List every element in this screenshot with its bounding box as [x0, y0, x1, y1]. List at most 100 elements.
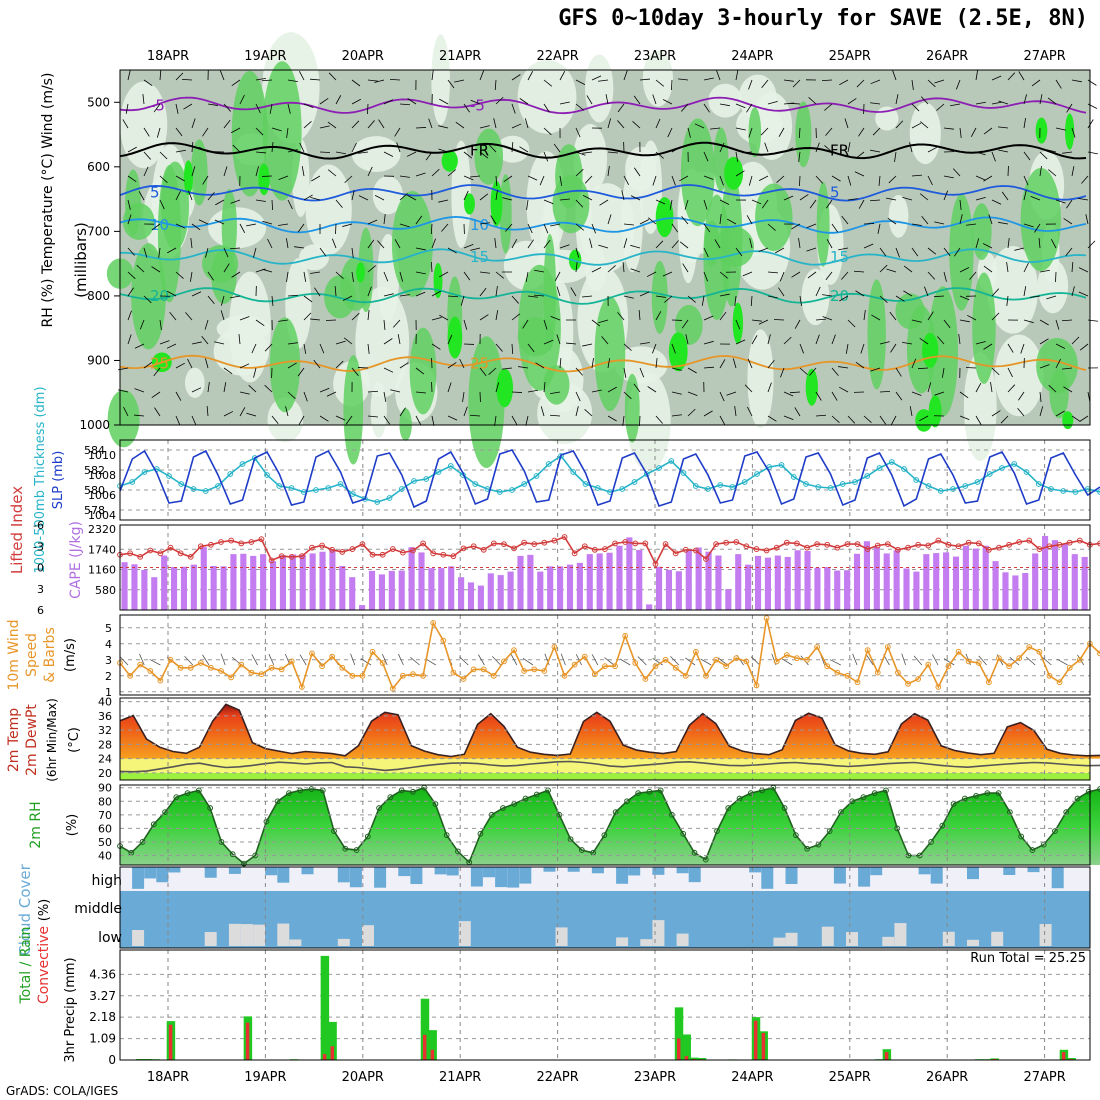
- wind-barb: [495, 310, 499, 321]
- rh-line-point: [1085, 788, 1092, 795]
- rh-line-point: [195, 787, 202, 794]
- wind-speed-line-point: [612, 663, 618, 670]
- wind-barb: [175, 175, 185, 182]
- wind-speed-line-point: [915, 676, 922, 682]
- wind-barb: [447, 362, 457, 369]
- wind-barb: [671, 175, 676, 186]
- wind-barb: [943, 190, 949, 201]
- thickness-line-point: [754, 471, 760, 477]
- lifted-index-line-point: [268, 557, 275, 564]
- thickness-line-point: [190, 486, 197, 492]
- wind-barb: [415, 215, 423, 225]
- wind-barb: [975, 341, 986, 345]
- cape-bar: [972, 548, 979, 610]
- wind-speed-line-point: [460, 676, 467, 682]
- rh-moist-patch: [409, 327, 437, 415]
- wind-barb: [1020, 343, 1025, 354]
- wind-barb: [998, 126, 1009, 129]
- wind-barb: [991, 367, 1000, 376]
- sfc-wind-barb: [781, 658, 793, 666]
- isotherm-label: 10: [470, 216, 489, 234]
- bottom-date-label: 27APR: [1023, 1070, 1065, 1085]
- cape-bar: [151, 577, 158, 610]
- wind-speed-line-point: [692, 648, 699, 655]
- wind-barb: [767, 223, 776, 231]
- top-date-label: 26APR: [926, 49, 968, 64]
- cloud-high-bar: [495, 867, 508, 888]
- cloud-level-label: middle: [74, 901, 122, 917]
- lifted-index-line-point: [1006, 541, 1012, 548]
- rh-dry-patch: [994, 334, 1044, 417]
- sfc-wind-barb: [575, 654, 582, 666]
- precip-tick-label: 2.18: [89, 1010, 116, 1024]
- cape-bar: [269, 561, 277, 610]
- rh-moist-patch: [552, 175, 590, 234]
- wind-speed-line-point: [652, 663, 659, 670]
- wind-barb: [671, 391, 682, 395]
- lifted-index-line-point: [571, 550, 578, 557]
- thickness-line: [119, 454, 1100, 503]
- sfc-wind-barb: [149, 659, 161, 666]
- wind-barb: [991, 199, 1002, 205]
- wind-barb: [607, 118, 612, 129]
- wind-barb: [190, 238, 193, 249]
- wind-barb: [671, 223, 679, 233]
- wind-barb: [153, 103, 161, 113]
- wind-barb: [543, 79, 553, 87]
- lifted-index-line-point: [359, 541, 366, 548]
- wind-barb: [389, 78, 401, 81]
- cape-bar: [863, 541, 870, 610]
- wind-barb: [1062, 151, 1073, 154]
- sfc-wind-barb: [652, 657, 663, 666]
- wind-barb: [294, 246, 305, 249]
- wind-speed-line-point: [167, 656, 174, 663]
- isotherm-line: [119, 184, 1087, 202]
- rh-line-point: [747, 790, 754, 797]
- wind-barb: [271, 415, 279, 425]
- wind-barb: [175, 127, 183, 137]
- cloud-high-bar: [591, 867, 604, 874]
- wind-speed-line-point: [511, 647, 517, 654]
- precip-conv-bar: [753, 1020, 758, 1060]
- wind-barb: [207, 271, 214, 281]
- wind-barb: [684, 199, 689, 210]
- lifted-index-line-point: [228, 537, 235, 544]
- thickness-line-point: [901, 466, 907, 472]
- wind-speed-line-point: [551, 644, 558, 650]
- wind-barb: [799, 194, 809, 201]
- wind-barb: [534, 294, 545, 297]
- wind-barb: [191, 415, 197, 426]
- wind-barb: [959, 319, 970, 323]
- wind-barb: [511, 295, 519, 304]
- wind-barb: [367, 286, 372, 297]
- wind-speed-line-point: [1006, 663, 1012, 670]
- rh-dry-patch: [305, 164, 352, 255]
- cloud-high-bar: [374, 867, 387, 888]
- lifted-index-line-point: [713, 541, 719, 548]
- wind-barb: [351, 312, 360, 321]
- wind-barb: [246, 223, 257, 227]
- wind-barb: [1055, 199, 1066, 204]
- wind-barb: [495, 190, 498, 201]
- cloud-high-bar: [1027, 867, 1040, 873]
- wind-barb: [230, 127, 241, 134]
- cape-tick-label: 580: [95, 584, 116, 597]
- wind-speed-line-point: [359, 672, 366, 679]
- precip-total-bar: [428, 1030, 437, 1060]
- wind-barb: [527, 343, 535, 353]
- wind-speed-line-point: [682, 672, 689, 679]
- wind-barb: [1039, 94, 1043, 105]
- wind-barb: [351, 271, 354, 282]
- wind-barb: [889, 311, 897, 321]
- wind-barb: [983, 265, 993, 273]
- wind-barb: [886, 197, 897, 201]
- wind-barb: [310, 271, 321, 274]
- wind-speed-line-point: [945, 663, 952, 670]
- lifted-index-line-point: [349, 546, 356, 552]
- wind-barb: [1017, 408, 1025, 417]
- rh-tick-label: 70: [98, 809, 112, 822]
- lifted-index-line-point: [652, 561, 659, 567]
- wind-barb: [719, 214, 722, 225]
- sfc-wind-barb: [360, 658, 372, 666]
- wind-barb: [1038, 238, 1041, 249]
